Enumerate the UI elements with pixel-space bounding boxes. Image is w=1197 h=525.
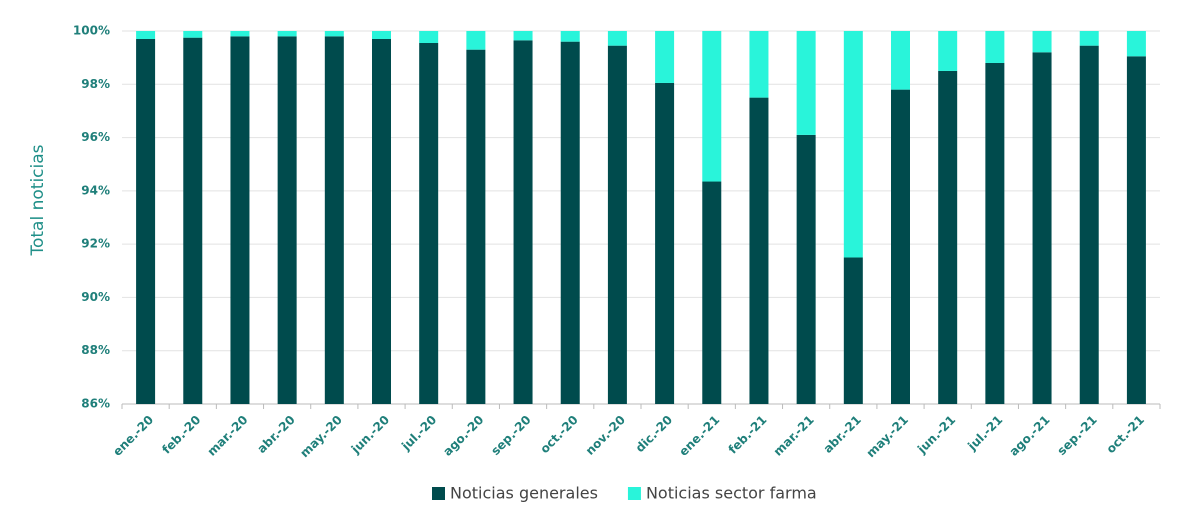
x-tick-label: feb.-21 bbox=[726, 413, 770, 457]
bar-segment bbox=[560, 31, 580, 42]
bar-segment bbox=[891, 31, 910, 90]
y-tick-label: 94% bbox=[81, 183, 110, 197]
x-tick-label: sep.-20 bbox=[488, 413, 533, 458]
bar-segment bbox=[655, 31, 675, 83]
x-tick-label: abr.-21 bbox=[821, 413, 864, 456]
x-tick-label: ago.-20 bbox=[440, 413, 486, 459]
x-tick-label: may.-20 bbox=[297, 413, 345, 461]
bar-segment bbox=[372, 31, 391, 39]
bar-segment bbox=[136, 38, 156, 404]
bar-segment bbox=[466, 49, 486, 405]
y-tick-label: 96% bbox=[81, 130, 110, 144]
bar-segment bbox=[1032, 31, 1052, 53]
bar-segment bbox=[843, 31, 863, 258]
bar-segment bbox=[702, 31, 722, 182]
x-tick-label: mar.-20 bbox=[205, 413, 251, 459]
x-tick-label: mar.-21 bbox=[771, 413, 817, 459]
bar-segment bbox=[372, 38, 391, 404]
bar-segment bbox=[1126, 31, 1146, 57]
y-tick-label: 90% bbox=[81, 290, 110, 304]
x-tick-label: dic.-20 bbox=[633, 413, 675, 455]
x-tick-label: may.-21 bbox=[864, 413, 912, 461]
legend-label: Noticias generales bbox=[450, 484, 598, 503]
bar-segment bbox=[655, 82, 675, 404]
bar-segment bbox=[324, 36, 344, 404]
y-tick-label: 88% bbox=[81, 343, 110, 357]
y-tick-label: 92% bbox=[81, 237, 110, 251]
bar-segment bbox=[277, 31, 297, 37]
bar-segment bbox=[183, 31, 203, 38]
bar-segment bbox=[1032, 52, 1052, 405]
bar-segment bbox=[419, 42, 439, 404]
x-tick-label: jun.-21 bbox=[914, 413, 958, 457]
y-axis-label: Total noticias bbox=[28, 144, 48, 256]
bar-segment bbox=[513, 31, 533, 41]
x-tick-label: jul.-21 bbox=[964, 413, 1005, 454]
y-tick-label: 100% bbox=[73, 24, 110, 38]
x-tick-label: ene.-20 bbox=[110, 413, 156, 459]
x-tick-label: ene.-21 bbox=[676, 413, 722, 459]
bar-segment bbox=[891, 89, 910, 404]
legend-swatch bbox=[627, 487, 641, 500]
bar-segment bbox=[324, 31, 344, 37]
bar-segment bbox=[1126, 56, 1146, 404]
bar-segment bbox=[1079, 31, 1099, 46]
bar-segment bbox=[607, 31, 627, 46]
x-tick-label: ago.-21 bbox=[1007, 413, 1053, 459]
bar-segment bbox=[136, 31, 156, 39]
legend-swatch bbox=[432, 487, 445, 500]
x-tick-label: oct.-20 bbox=[537, 413, 580, 456]
bar-segment bbox=[702, 181, 722, 404]
bar-segment bbox=[749, 31, 769, 98]
bar-segment bbox=[560, 41, 580, 405]
x-tick-label: jun.-20 bbox=[348, 413, 392, 457]
bar-segment bbox=[513, 40, 533, 404]
bar-segment bbox=[985, 31, 1005, 63]
bar-segment bbox=[843, 257, 863, 404]
bar-segment bbox=[938, 70, 958, 404]
bar-segment bbox=[466, 31, 486, 50]
bar-segment bbox=[796, 134, 816, 404]
y-tick-label: 98% bbox=[81, 77, 110, 91]
y-tick-label: 86% bbox=[81, 397, 110, 411]
bar-segment bbox=[749, 97, 769, 404]
bar-segment bbox=[230, 31, 250, 37]
x-tick-label: abr.-20 bbox=[254, 413, 297, 456]
x-tick-label: oct.-21 bbox=[1104, 413, 1147, 456]
x-tick-label: feb.-20 bbox=[159, 413, 203, 457]
bar-segment bbox=[1079, 45, 1099, 405]
bar-segment bbox=[419, 31, 439, 43]
bar-segment bbox=[985, 62, 1005, 404]
x-tick-label: jul.-20 bbox=[398, 413, 439, 454]
bar-segment bbox=[183, 37, 203, 405]
bar-segment bbox=[938, 31, 958, 71]
bar-segment bbox=[277, 36, 297, 404]
legend-label: Noticias sector farma bbox=[646, 484, 817, 503]
bar-segment bbox=[230, 36, 250, 404]
x-tick-label: sep.-21 bbox=[1054, 413, 1099, 458]
bar-segment bbox=[607, 45, 627, 405]
bar-segment bbox=[796, 31, 816, 135]
x-tick-label: nov.-20 bbox=[583, 413, 628, 458]
